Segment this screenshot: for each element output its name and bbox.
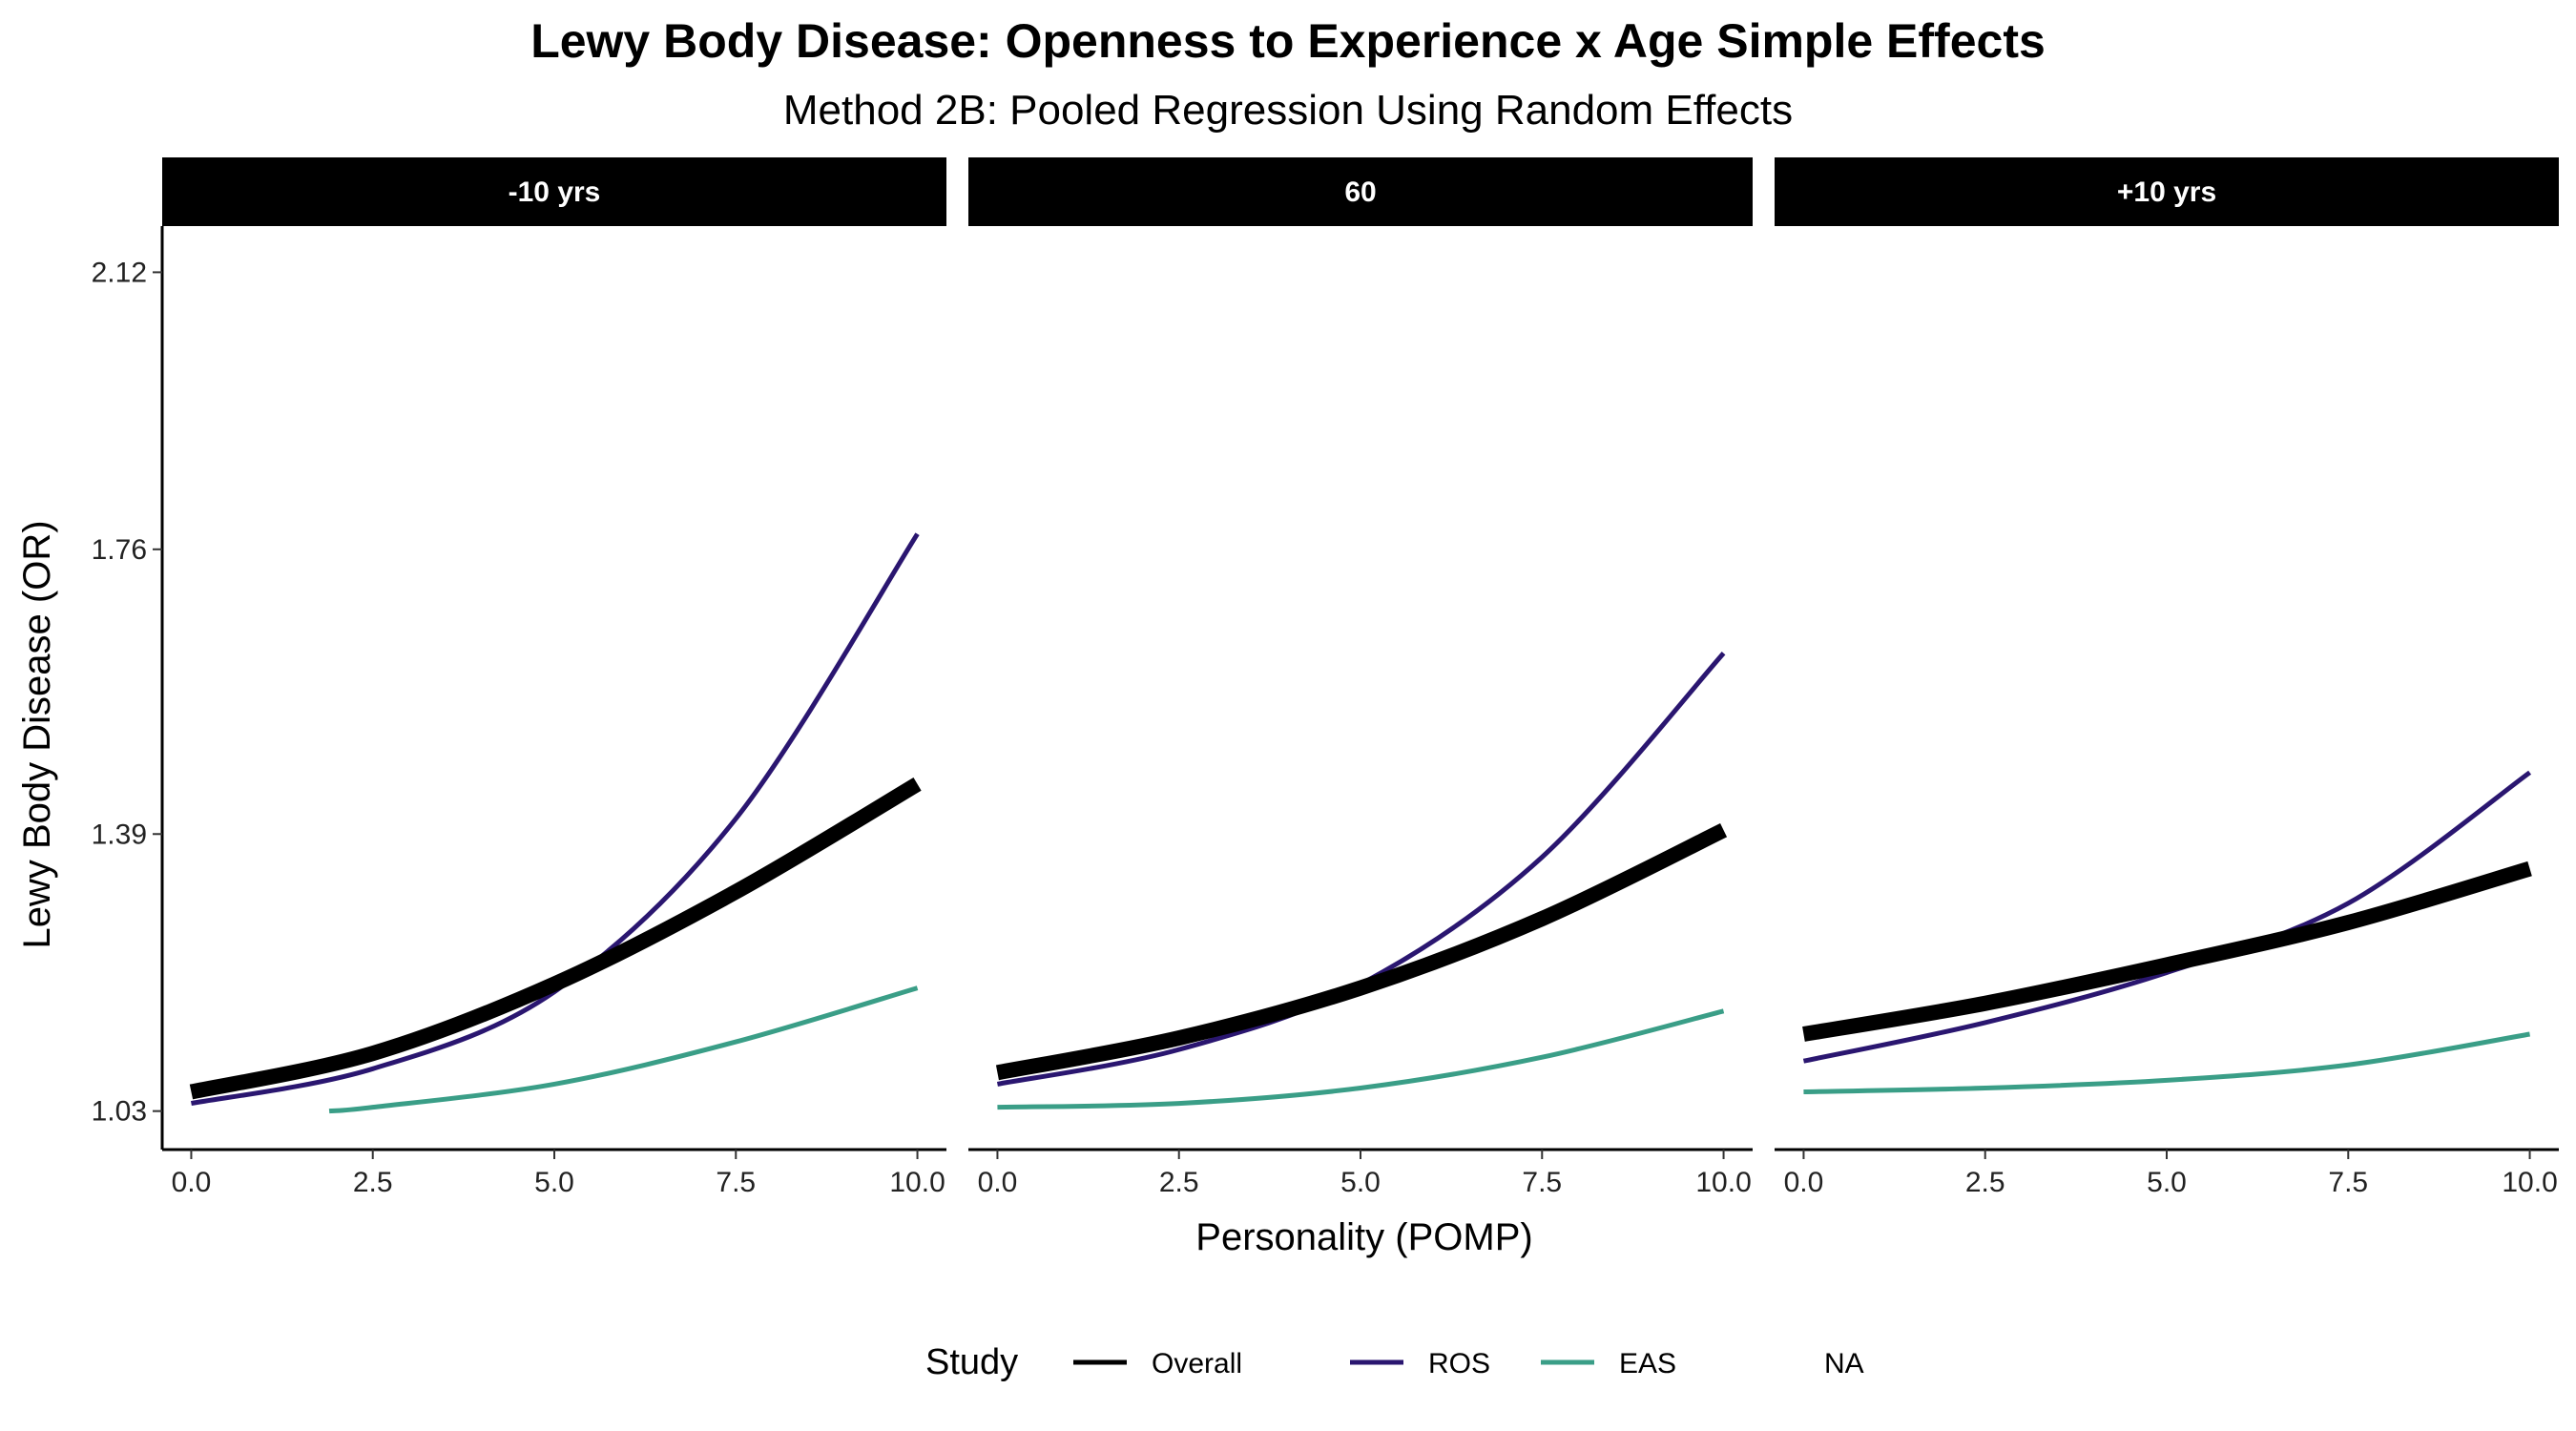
chart-title: Lewy Body Disease: Openness to Experienc… bbox=[530, 14, 2046, 68]
x-tick-label: 10.0 bbox=[2502, 1167, 2557, 1198]
legend-label: ROS bbox=[1428, 1348, 1490, 1379]
facet-strip bbox=[162, 157, 946, 226]
x-tick-label: 2.5 bbox=[1965, 1167, 2005, 1198]
x-tick-label: 5.0 bbox=[1340, 1167, 1381, 1198]
facet-strip bbox=[968, 157, 1753, 226]
y-tick-label: 2.12 bbox=[92, 257, 147, 288]
panel-2: 60 0.0 2.5 5.0 7.5 10.0 bbox=[968, 157, 1753, 1198]
x-tick-label: 2.5 bbox=[1159, 1167, 1199, 1198]
x-tick-label: 7.5 bbox=[716, 1167, 756, 1198]
series-line-overall bbox=[995, 823, 1728, 1081]
series-line-overall bbox=[1802, 861, 2532, 1042]
panel-1: -10 yrs 1.03 1.39 1.76 2.12 0.0 2.5 5.0 7.5 10.0 bbox=[92, 157, 946, 1198]
x-tick-label: 5.0 bbox=[534, 1167, 574, 1198]
series-line-eas bbox=[1803, 1031, 2530, 1094]
x-tick-label: 10.0 bbox=[1695, 1167, 1751, 1198]
y-tick-label: 1.76 bbox=[92, 534, 147, 566]
legend-title: Study bbox=[925, 1342, 1018, 1382]
x-tick-label: 0.0 bbox=[978, 1167, 1018, 1198]
series-line-eas bbox=[997, 1008, 1725, 1110]
facet-strip-label: -10 yrs bbox=[509, 176, 601, 208]
facet-strip-label: 60 bbox=[1344, 176, 1376, 208]
x-tick-label: 7.5 bbox=[2328, 1167, 2368, 1198]
x-axis-title: Personality (POMP) bbox=[1195, 1216, 1532, 1258]
chart-subtitle: Method 2B: Pooled Regression Using Rando… bbox=[783, 87, 1793, 134]
y-tick-label: 1.39 bbox=[92, 819, 147, 850]
series-line-ros bbox=[190, 532, 920, 1107]
legend-label: EAS bbox=[1619, 1348, 1676, 1379]
series-line-overall bbox=[189, 777, 922, 1100]
series-line-eas bbox=[328, 985, 919, 1114]
legend-label: Overall bbox=[1152, 1348, 1242, 1379]
facet-strip-label: +10 yrs bbox=[2117, 176, 2216, 208]
x-tick-label: 2.5 bbox=[353, 1167, 393, 1198]
x-tick-label: 7.5 bbox=[1522, 1167, 1562, 1198]
x-tick-label: 10.0 bbox=[889, 1167, 945, 1198]
legend-label: NA bbox=[1824, 1348, 1864, 1379]
panel-3: +10 yrs 0.0 2.5 5.0 7.5 10.0 bbox=[1775, 157, 2559, 1198]
series-line-ros bbox=[996, 652, 1726, 1087]
x-tick-label: 5.0 bbox=[2147, 1167, 2187, 1198]
legend: Study Overall ROS EAS NA bbox=[925, 1342, 1864, 1382]
x-tick-label: 0.0 bbox=[1784, 1167, 1824, 1198]
facet-strip bbox=[1775, 157, 2559, 226]
y-axis-title: Lewy Body Disease (OR) bbox=[16, 520, 58, 948]
x-tick-label: 0.0 bbox=[172, 1167, 212, 1198]
y-tick-label: 1.03 bbox=[92, 1096, 147, 1128]
